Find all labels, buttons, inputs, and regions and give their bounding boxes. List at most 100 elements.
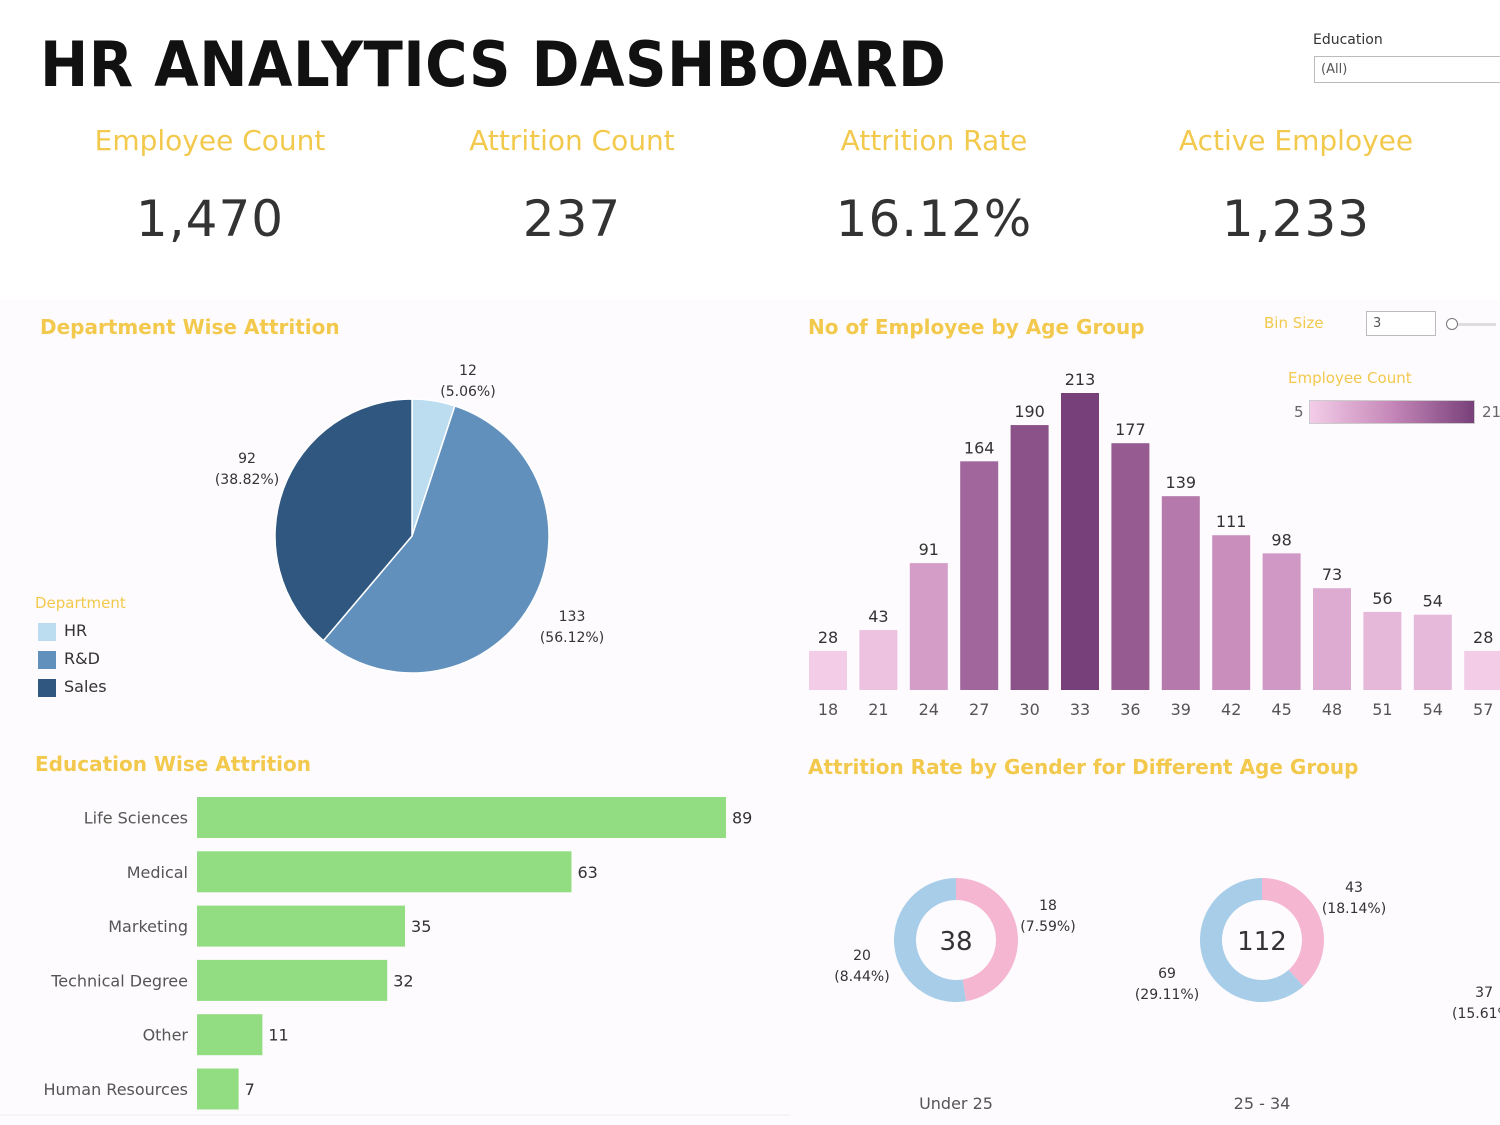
pie-slice-rd[interactable] <box>322 404 550 674</box>
education-category-label: Human Resources <box>44 1080 189 1099</box>
kpi-employee-count-label: Employee Count <box>94 124 326 157</box>
education-bar[interactable] <box>197 797 726 838</box>
kpi-employee-count-value: 1,470 <box>135 190 285 248</box>
donut-female-value-label: 18 <box>1039 898 1057 914</box>
age-bar[interactable] <box>909 563 948 690</box>
age-bar-value-label: 177 <box>1115 420 1146 439</box>
age-bar[interactable] <box>1061 393 1099 690</box>
education-filter-value: (All) <box>1321 62 1348 77</box>
legend-item-rnd[interactable]: R&D <box>38 645 107 673</box>
age-axis-tick-label: 18 <box>818 700 838 719</box>
kpi-attrition-rate-value: 16.12% <box>835 190 1033 248</box>
age-axis-tick-label: 51 <box>1372 700 1392 719</box>
education-bar[interactable] <box>197 905 406 947</box>
bin-size-slider-handle[interactable] <box>1446 318 1458 330</box>
donut-male-percent-label: (8.44%) <box>834 969 889 985</box>
education-bar-value-label: 89 <box>732 809 752 828</box>
pie-value-label: 12 <box>459 363 477 379</box>
age-bar-value-label: 73 <box>1322 565 1342 584</box>
legend-label-rnd: R&D <box>64 649 100 668</box>
age-axis-tick-label: 48 <box>1322 700 1342 719</box>
color-legend-gradient <box>1309 400 1475 424</box>
education-filter-label: Education <box>1313 32 1383 48</box>
donut-slice-male[interactable] <box>1199 878 1304 1002</box>
education-chart-title: Education Wise Attrition <box>35 752 311 776</box>
donut-male-value-label: 69 <box>1158 966 1176 982</box>
department-legend-title: Department <box>35 594 126 612</box>
donut-female-percent-label: (7.59%) <box>1020 919 1075 935</box>
donut-slice-male[interactable] <box>894 878 967 1002</box>
education-bar[interactable] <box>197 851 572 893</box>
age-bar[interactable] <box>1464 650 1500 690</box>
donut-group-label: 25 - 34 <box>1234 1094 1291 1113</box>
pie-percent-label: (5.06%) <box>440 384 495 400</box>
age-bar-value-label: 56 <box>1372 589 1392 608</box>
age-axis-tick-label: 45 <box>1271 700 1291 719</box>
education-category-label: Medical <box>127 863 188 882</box>
legend-item-hr[interactable]: HR <box>38 617 107 645</box>
donut-male-value-label: 20 <box>853 948 871 964</box>
age-axis-tick-label: 21 <box>868 700 888 719</box>
legend-swatch-hr <box>38 622 56 641</box>
bin-size-slider-track[interactable] <box>1458 323 1496 326</box>
education-bar-chart: 89 Life Sciences 63 Medical 35 Marketing 32 Tec… <box>0 797 790 1116</box>
age-axis-tick-label: 30 <box>1019 700 1039 719</box>
education-category-label: Technical Degree <box>50 971 188 990</box>
age-bar[interactable] <box>960 461 999 690</box>
color-legend-min: 5 <box>1294 403 1304 421</box>
legend-swatch-sales <box>38 678 56 697</box>
age-bar-value-label: 98 <box>1271 530 1291 549</box>
kpi-attrition-count-value: 237 <box>522 190 622 248</box>
age-axis-tick-label: 42 <box>1221 700 1241 719</box>
department-chart-title: Department Wise Attrition <box>40 315 340 339</box>
age-bar[interactable] <box>859 630 898 690</box>
donut-slice-female[interactable] <box>956 878 1018 1002</box>
age-bar[interactable] <box>809 650 847 690</box>
age-axis-tick-label: 24 <box>919 700 939 719</box>
age-axis-tick-label: 54 <box>1423 700 1443 719</box>
age-bar[interactable] <box>1161 496 1200 690</box>
pie-slice-sales[interactable] <box>274 398 413 642</box>
education-bar-value-label: 32 <box>393 971 413 990</box>
education-filter-dropdown[interactable]: (All) <box>1314 56 1500 83</box>
age-bar[interactable] <box>1111 443 1150 690</box>
education-bar[interactable] <box>197 1014 263 1056</box>
age-bar[interactable] <box>1363 611 1402 690</box>
legend-label-hr: HR <box>64 621 88 640</box>
age-axis-tick-label: 57 <box>1473 700 1493 719</box>
pie-value-label: 92 <box>238 451 256 467</box>
dashboard-title: HR ANALYTICS DASHBOARD <box>40 28 947 101</box>
donut-male-percent-label: (29.11%) <box>1135 987 1199 1003</box>
pie-value-label: 133 <box>559 609 586 625</box>
donut-partial-value-label: 37 <box>1475 985 1493 1001</box>
age-bar[interactable] <box>1313 588 1351 690</box>
bin-size-input[interactable]: 3 <box>1366 311 1436 336</box>
legend-label-sales: Sales <box>64 677 107 696</box>
age-bar[interactable] <box>1413 614 1452 690</box>
color-legend-title: Employee Count <box>1288 369 1412 387</box>
education-category-label: Other <box>143 1026 189 1045</box>
donut-slice-female[interactable] <box>1262 878 1324 987</box>
education-bar[interactable] <box>197 1068 239 1110</box>
color-legend-max: 21 <box>1482 403 1500 421</box>
pie-percent-label: (38.82%) <box>215 472 279 488</box>
donut-female-value-label: 43 <box>1345 880 1363 896</box>
age-bar[interactable] <box>1262 553 1301 690</box>
donut-female-percent-label: (18.14%) <box>1322 901 1386 917</box>
legend-item-sales[interactable]: Sales <box>38 673 107 701</box>
department-legend: HR R&D Sales <box>38 617 107 701</box>
age-bar-value-label: 111 <box>1216 512 1247 531</box>
age-bar-value-label: 28 <box>1473 628 1493 647</box>
department-pie-chart: 12 (5.06%) 133 (56.12%) 92 (38.82%) <box>215 363 604 674</box>
education-bar[interactable] <box>197 959 388 1001</box>
age-bar-value-label: 91 <box>919 540 939 559</box>
donut-group-label: Under 25 <box>919 1094 993 1113</box>
age-group-chart-title: No of Employee by Age Group <box>808 315 1145 339</box>
age-group-bar-chart: 28 18 43 21 91 24 164 27 190 30 213 33 177 36 139 39 111… <box>809 370 1500 719</box>
donut-center-total: 112 <box>1237 927 1287 957</box>
age-bar[interactable] <box>1010 425 1049 690</box>
age-bar-value-label: 28 <box>818 628 838 647</box>
legend-swatch-rnd <box>38 650 56 669</box>
education-bar-value-label: 35 <box>411 917 431 936</box>
age-bar[interactable] <box>1212 535 1251 690</box>
